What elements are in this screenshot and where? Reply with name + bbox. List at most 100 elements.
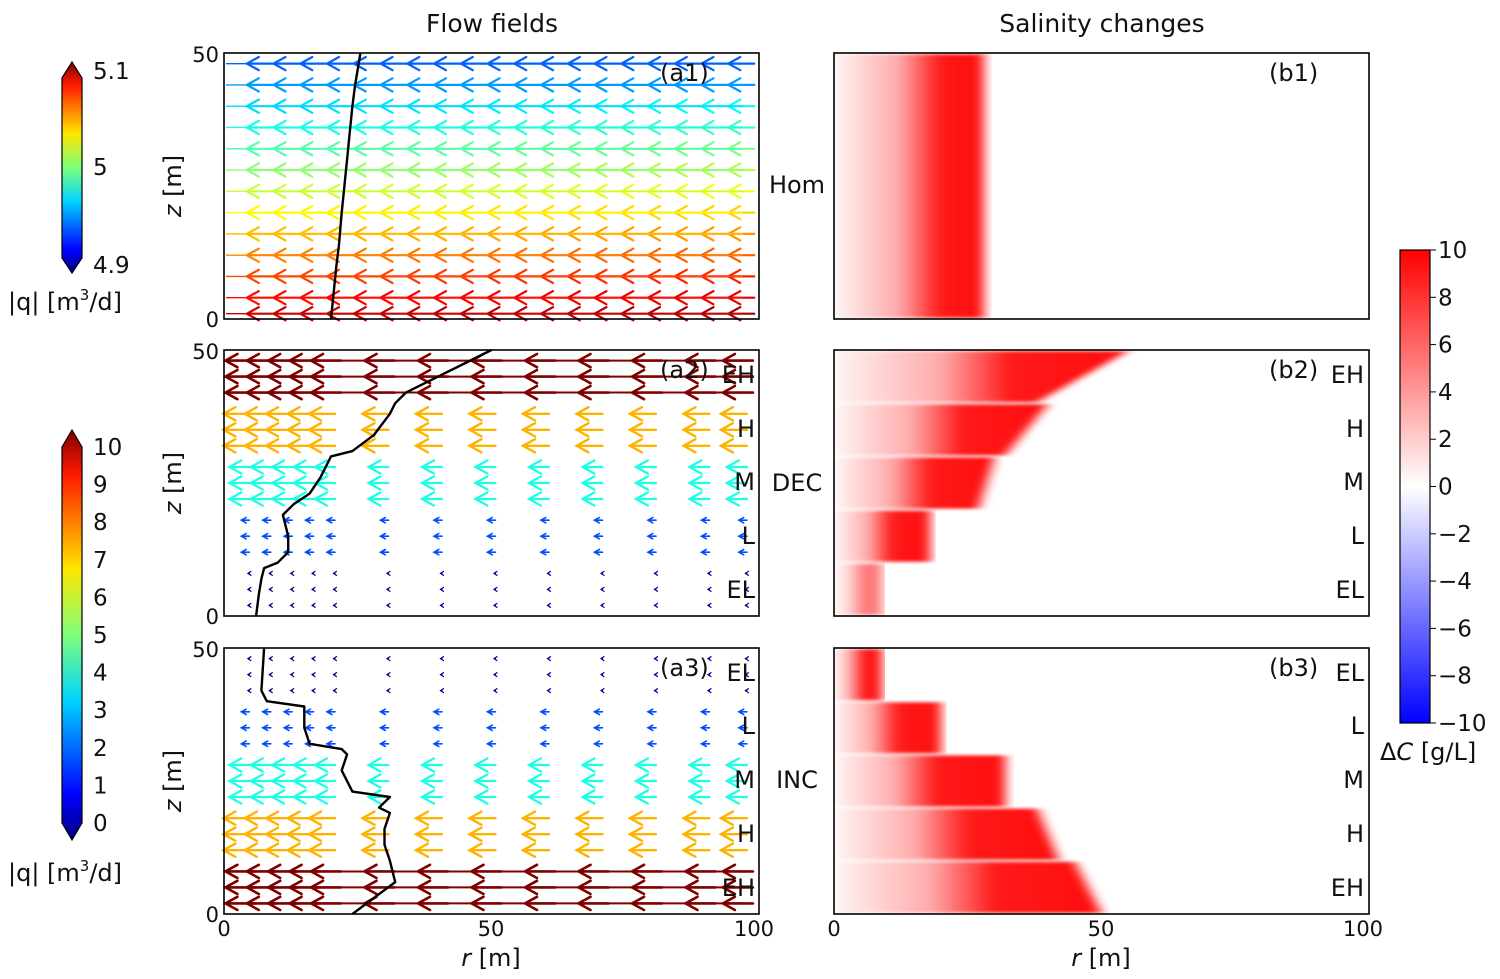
quiver-arrow — [539, 516, 550, 524]
quiver-arrow — [289, 586, 295, 592]
quiver-arrow — [720, 352, 755, 369]
layer-label: EH — [1331, 874, 1364, 902]
quiver-arrow — [687, 475, 711, 491]
layer-label: EL — [726, 659, 755, 687]
quiver-arrow — [439, 688, 445, 694]
quiver-arrow — [282, 740, 293, 748]
quiver-arrow — [546, 602, 552, 608]
quiver-arrow — [439, 586, 445, 592]
panel-label-a3: (a3) — [660, 654, 709, 682]
quiver-arrow — [291, 459, 315, 475]
quiver-arrow — [360, 438, 390, 454]
quiver-arrow — [306, 842, 337, 858]
colorbar-tick: 2 — [93, 736, 108, 762]
quiver-arrow — [485, 516, 497, 524]
salinity-band — [834, 563, 883, 615]
quiver-arrow — [246, 656, 252, 662]
quiver-arrow — [306, 422, 337, 438]
quiver-arrow — [289, 570, 295, 576]
colorbar-tick: 8 — [1438, 285, 1453, 311]
quiver-arrow — [599, 602, 605, 608]
quiver-arrow — [699, 740, 711, 748]
quiver-arrow — [699, 708, 711, 716]
panel-b2-salinity-dec — [834, 351, 1129, 615]
quiver-arrow — [575, 368, 610, 385]
quiver-arrow — [574, 826, 604, 842]
quiver-arrow — [737, 740, 748, 748]
quiver-arrow — [308, 879, 343, 896]
quiver-arrow — [522, 384, 557, 401]
frame-b2 — [833, 349, 1370, 617]
quiver-arrow — [261, 532, 272, 540]
quiver-arrow — [706, 672, 712, 678]
quiver-arrow — [467, 422, 497, 438]
xlabel-b3: r [m] — [1071, 944, 1131, 972]
quiver-arrow — [248, 459, 272, 475]
panel-a3-flow-inc — [220, 647, 755, 915]
quiver-arrow — [526, 459, 551, 475]
quiver-arrow — [291, 773, 315, 789]
quiver-arrow — [385, 672, 391, 678]
frame-b1 — [833, 52, 1370, 320]
quiver-arrow — [289, 602, 295, 608]
quiver-arrow — [308, 384, 343, 401]
quiver-arrow — [468, 863, 503, 880]
quiver-arrow — [306, 810, 337, 826]
title-salinity-changes: Salinity changes — [999, 9, 1204, 38]
quiver-arrow — [325, 516, 336, 524]
layer-label: H — [1346, 415, 1364, 443]
quiver-arrow — [574, 438, 604, 454]
quiver-arrow — [485, 548, 497, 556]
quiver-arrow — [599, 672, 605, 678]
colorbar-tick: 0 — [1438, 475, 1453, 501]
quiver-arrow — [520, 406, 551, 422]
quiver-arrow — [575, 895, 610, 912]
layer-label: M — [1343, 468, 1364, 496]
quiver-arrow — [312, 491, 337, 507]
quiver-arrow — [737, 516, 748, 524]
quiver-arrow — [592, 724, 604, 732]
quiver-arrow — [239, 548, 251, 556]
quiver-arrow — [325, 708, 336, 716]
layer-label: L — [742, 522, 756, 550]
quiver-arrow — [687, 757, 711, 773]
quiver-arrow — [575, 863, 610, 880]
quiver-arrow — [520, 422, 551, 438]
quiver-arrow — [629, 895, 664, 912]
quiver-arrow — [308, 352, 343, 369]
colorbar-label: ΔC [g/L] — [1380, 738, 1476, 766]
quiver-arrow — [361, 368, 396, 385]
quiver-arrow — [378, 740, 390, 748]
quiver-arrow — [633, 475, 658, 491]
quiver-arrow — [706, 688, 712, 694]
quiver-arrow — [468, 384, 503, 401]
ytick-a2-50: 50 — [192, 340, 219, 364]
quiver-arrow — [269, 789, 294, 805]
quiver-arrow — [744, 586, 749, 592]
quiver-arrow — [580, 789, 604, 805]
quiver-arrow — [546, 672, 552, 678]
colorbar-tick: 4 — [1438, 380, 1453, 406]
quiver-arrow — [413, 842, 444, 858]
quiver-arrow — [492, 586, 498, 592]
layer-label: EL — [726, 576, 755, 604]
quiver-arrow — [360, 810, 390, 826]
colorbar-tick: 3 — [93, 698, 108, 724]
quiver-arrow — [682, 863, 717, 880]
quiver-arrow — [415, 895, 450, 912]
quiver-arrow — [311, 688, 316, 694]
quiver-arrow — [627, 826, 658, 842]
colorbar-q-hom: 5.1 5 4.9 |q| [m3/d] — [8, 59, 130, 316]
quiver-arrow — [248, 789, 272, 805]
quiver-arrow — [432, 516, 443, 524]
quiver-arrow — [467, 826, 497, 842]
colorbar-tick: 0 — [93, 811, 108, 837]
quiver-arrow — [682, 352, 717, 369]
quiver-arrow — [378, 548, 390, 556]
quiver-arrow — [682, 368, 717, 385]
quiver-arrow — [303, 724, 315, 732]
colorbar-tick: −10 — [1438, 711, 1487, 737]
quiver-arrow — [291, 757, 315, 773]
